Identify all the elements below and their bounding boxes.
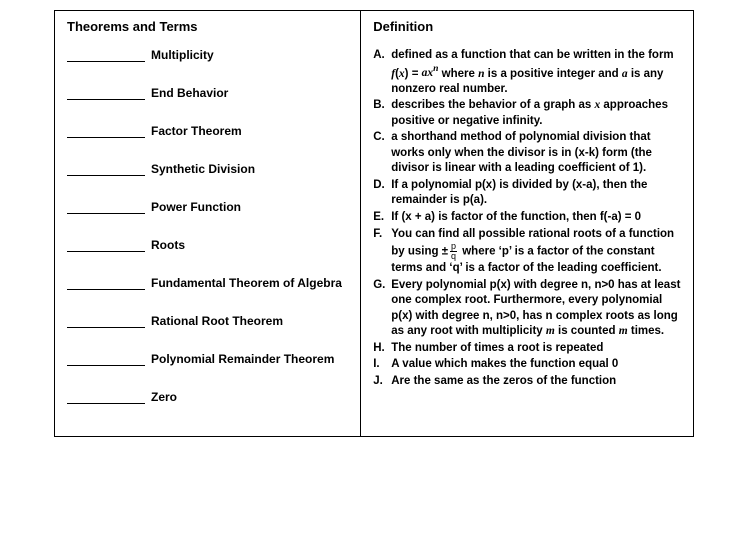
definition-item: B.describes the behavior of a graph as x…: [373, 98, 681, 129]
definition-letter: I.: [373, 357, 391, 373]
definition-item: A.defined as a function that can be writ…: [373, 48, 681, 97]
term-label: Power Function: [151, 200, 241, 214]
term-label: Zero: [151, 390, 177, 404]
definition-text: You can find all possible rational roots…: [391, 227, 681, 277]
term-row: Power Function: [67, 200, 348, 214]
definition-text: A value which makes the function equal 0: [391, 357, 681, 373]
definition-text: a shorthand method of polynomial divisio…: [391, 130, 681, 177]
term-row: Fundamental Theorem of Algebra: [67, 276, 348, 290]
term-label: Synthetic Division: [151, 162, 255, 176]
definition-item: H.The number of times a root is repeated: [373, 341, 681, 357]
term-label: Polynomial Remainder Theorem: [151, 352, 334, 366]
term-label: Fundamental Theorem of Algebra: [151, 276, 342, 290]
definition-letter: F.: [373, 227, 391, 277]
definition-item: I.A value which makes the function equal…: [373, 357, 681, 373]
definition-text: Every polynomial p(x) with degree n, n>0…: [391, 278, 681, 340]
definition-text: If a polynomial p(x) is divided by (x-a)…: [391, 178, 681, 209]
answer-blank[interactable]: [67, 86, 145, 100]
definition-text: describes the behavior of a graph as x a…: [391, 98, 681, 129]
definition-letter: B.: [373, 98, 391, 129]
definition-text: If (x + a) is factor of the function, th…: [391, 210, 681, 226]
term-row: Synthetic Division: [67, 162, 348, 176]
definition-item: G.Every polynomial p(x) with degree n, n…: [373, 278, 681, 340]
definition-letter: C.: [373, 130, 391, 177]
term-label: End Behavior: [151, 86, 228, 100]
definition-item: D.If a polynomial p(x) is divided by (x-…: [373, 178, 681, 209]
definition-item: J.Are the same as the zeros of the funct…: [373, 374, 681, 390]
term-label: Multiplicity: [151, 48, 214, 62]
answer-blank[interactable]: [67, 48, 145, 62]
term-row: Rational Root Theorem: [67, 314, 348, 328]
definitions-header: Definition: [373, 19, 681, 34]
term-label: Roots: [151, 238, 185, 252]
term-row: Factor Theorem: [67, 124, 348, 138]
answer-blank[interactable]: [67, 200, 145, 214]
answer-blank[interactable]: [67, 124, 145, 138]
definitions-list: A.defined as a function that can be writ…: [373, 48, 681, 389]
definitions-column: Definition A.defined as a function that …: [361, 11, 693, 436]
definition-text: The number of times a root is repeated: [391, 341, 681, 357]
terms-column: Theorems and Terms Multiplicity End Behav…: [55, 11, 361, 436]
worksheet-table: Theorems and Terms Multiplicity End Behav…: [54, 10, 694, 437]
terms-header: Theorems and Terms: [67, 19, 348, 34]
term-label: Rational Root Theorem: [151, 314, 283, 328]
definition-letter: J.: [373, 374, 391, 390]
term-row: End Behavior: [67, 86, 348, 100]
definition-item: E.If (x + a) is factor of the function, …: [373, 210, 681, 226]
term-row: Roots: [67, 238, 348, 252]
definition-letter: E.: [373, 210, 391, 226]
definition-letter: A.: [373, 48, 391, 97]
definition-item: F.You can find all possible rational roo…: [373, 227, 681, 277]
answer-blank[interactable]: [67, 314, 145, 328]
answer-blank[interactable]: [67, 390, 145, 404]
term-label: Factor Theorem: [151, 124, 242, 138]
answer-blank[interactable]: [67, 238, 145, 252]
definition-item: C.a shorthand method of polynomial divis…: [373, 130, 681, 177]
definition-text: Are the same as the zeros of the functio…: [391, 374, 681, 390]
definition-text: defined as a function that can be writte…: [391, 48, 681, 97]
term-row: Polynomial Remainder Theorem: [67, 352, 348, 366]
definition-letter: D.: [373, 178, 391, 209]
terms-list: Multiplicity End Behavior Factor Theorem Sy…: [67, 48, 348, 404]
answer-blank[interactable]: [67, 352, 145, 366]
term-row: Multiplicity: [67, 48, 348, 62]
definition-letter: H.: [373, 341, 391, 357]
term-row: Zero: [67, 390, 348, 404]
definition-letter: G.: [373, 278, 391, 340]
answer-blank[interactable]: [67, 276, 145, 290]
answer-blank[interactable]: [67, 162, 145, 176]
